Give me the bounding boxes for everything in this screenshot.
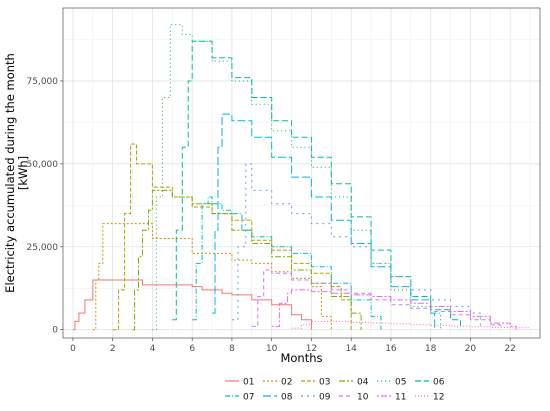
x-axis: 0 2 4 6 8 10 12 14 16 18 20 22 [70,338,516,354]
legend-label-02: 02 [281,378,292,388]
y-axis-title: Electricity accumulated during the month… [3,53,30,293]
y-tick-label: 75,000 [27,77,59,87]
series-line-12 [291,320,531,329]
legend-label-03: 03 [319,378,330,388]
x-tick-label: 20 [465,344,477,354]
legend-label-09: 09 [319,393,331,403]
series-line-02 [92,223,332,331]
legend-label-07: 07 [243,393,254,403]
legend: 01 02 03 04 05 06 07 08 09 10 11 12 [225,378,445,403]
series-line-05 [152,24,442,331]
series-line-09 [231,163,481,330]
x-tick-label: 14 [345,344,357,354]
series-line-10 [251,269,501,330]
x-tick-label: 10 [266,344,278,354]
series-layer [72,24,531,331]
series-line-06 [172,40,461,330]
series-line-01 [72,279,312,331]
y-axis-title-line: Electricity accumulated during the month [3,53,17,293]
legend-label-05: 05 [395,378,406,388]
legend-label-04: 04 [357,378,369,388]
x-tick-label: 2 [110,344,116,354]
x-tick-label: 8 [229,344,235,354]
y-tick-label: 50,000 [27,160,59,170]
legend-label-01: 01 [243,378,254,388]
series-line-07 [192,196,382,330]
grid-lines [63,8,540,338]
legend-label-10: 10 [357,393,369,403]
legend-label-11: 11 [395,393,406,403]
x-tick-label: 4 [150,344,156,354]
x-tick-label: 22 [504,344,515,354]
x-tick-label: 12 [306,344,317,354]
x-tick-label: 6 [189,344,195,354]
x-tick-label: 16 [385,344,397,354]
plot-panel [62,7,541,339]
x-tick-label: 0 [70,344,76,354]
series-line-11 [271,289,517,330]
y-tick-label: 0 [52,326,58,336]
y-tick-label: 25,000 [27,243,59,253]
legend-label-12: 12 [433,393,444,403]
y-axis: 0 25,000 50,000 75,000 [27,77,63,336]
x-axis-title: Months [280,351,322,365]
y-axis-title-line: [kWh] [16,156,30,190]
legend-label-08: 08 [281,393,293,403]
legend-label-06: 06 [433,378,445,388]
x-tick-label: 18 [425,344,437,354]
